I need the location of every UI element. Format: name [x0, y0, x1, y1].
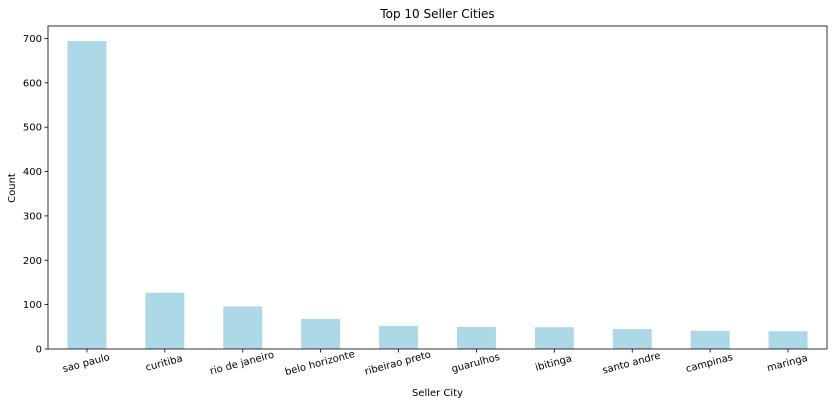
x-tick-label: curitiba	[144, 353, 183, 373]
x-tick-label: belo horizonte	[284, 349, 356, 378]
bar-belo-horizonte	[301, 318, 341, 349]
bar-santo-andre	[612, 329, 652, 349]
y-tick-label: 200	[23, 256, 42, 267]
x-tick-label: santo andre	[601, 351, 662, 377]
chart-title: Top 10 Seller Cities	[379, 7, 494, 21]
x-axis-label: Seller City	[412, 388, 463, 399]
bar-curitiba	[145, 292, 185, 349]
y-tick-label: 0	[36, 345, 42, 356]
x-tick-label: rio de janeiro	[209, 350, 276, 378]
y-axis-label: Count	[7, 173, 18, 203]
plot-frame	[47, 25, 828, 350]
x-tick-label: guarulhos	[450, 352, 501, 375]
x-tick-label: sao paulo	[62, 352, 112, 375]
y-tick-label: 700	[23, 34, 42, 45]
bars-group	[67, 41, 808, 349]
bar-guarulhos	[456, 326, 496, 349]
x-axis-ticks: sao paulo curitiba rio de janeiro belo hori…	[62, 349, 809, 378]
y-tick-label: 300	[23, 211, 42, 222]
x-tick-label: campinas	[685, 352, 734, 375]
bar-maringa	[768, 331, 808, 349]
y-tick-label: 100	[23, 300, 42, 311]
bar-rio-de-janeiro	[223, 306, 263, 349]
y-tick-label: 500	[23, 123, 42, 134]
y-tick-label: 600	[23, 78, 42, 89]
x-tick-label: maringa	[766, 353, 809, 374]
bar-ibitinga	[534, 327, 574, 349]
y-axis-ticks: 0 100 200 300 400 500 600 700	[23, 34, 48, 356]
bar-campinas	[690, 330, 730, 349]
bar-sao-paulo	[67, 41, 107, 349]
x-tick-label: ribeirao preto	[364, 349, 433, 377]
y-tick-label: 400	[23, 167, 42, 178]
x-tick-label: ibitinga	[534, 353, 573, 373]
bar-ribeirao-preto	[379, 325, 419, 349]
